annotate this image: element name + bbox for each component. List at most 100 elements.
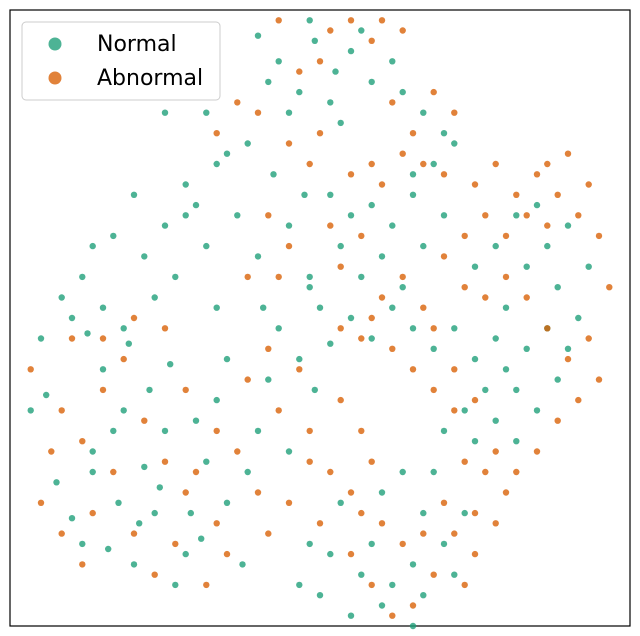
scatter-point-normal [502, 366, 510, 373]
scatter-point-normal [585, 263, 592, 270]
scatter-point-normal [492, 417, 499, 424]
scatter-point-abnormal [58, 407, 65, 414]
scatter-point-abnormal [99, 386, 107, 394]
scatter-point-normal [275, 58, 282, 65]
scatter-point-normal [192, 201, 200, 209]
scatter-point-normal [399, 284, 406, 291]
scatter-point-abnormal [399, 273, 406, 281]
scatter-point-normal [327, 340, 334, 347]
scatter-point-abnormal [440, 171, 448, 178]
scatter-point-abnormal [337, 396, 344, 404]
scatter-point-normal [68, 515, 76, 522]
scatter-point-abnormal [595, 232, 603, 240]
scatter-point-abnormal [203, 581, 210, 589]
scatter-point-abnormal [492, 448, 499, 455]
scatter-point-abnormal [223, 550, 231, 558]
scatter-point-normal [265, 78, 272, 86]
scatter-point-abnormal [275, 273, 282, 281]
scatter-point-normal [451, 571, 458, 578]
scatter-point-abnormal [513, 191, 520, 198]
scatter-point-normal [554, 376, 561, 383]
scatter-point-normal [182, 181, 189, 188]
scatter-point-abnormal [554, 191, 561, 198]
scatter-point-normal [254, 427, 262, 435]
scatter-point-abnormal [430, 571, 437, 578]
scatter-point-abnormal [564, 150, 572, 157]
scatter-point-abnormal [254, 109, 262, 116]
scatter-point-normal [161, 222, 169, 229]
scatter-point-abnormal [440, 499, 448, 506]
scatter-point-abnormal [368, 37, 375, 44]
scatter-point-normal [327, 191, 334, 198]
scatter-point-abnormal [461, 232, 468, 240]
scatter-point-normal [146, 386, 153, 394]
scatter-point-normal [37, 335, 45, 342]
scatter-point-abnormal [296, 68, 303, 75]
scatter-point-abnormal [234, 99, 241, 106]
scatter-point-abnormal [358, 232, 365, 240]
scatter-point-abnormal [285, 499, 293, 506]
scatter-point-normal [409, 561, 417, 568]
scatter-point-abnormal [471, 509, 479, 517]
scatter-point-abnormal [461, 581, 468, 589]
scatter-point-abnormal [327, 468, 334, 476]
scatter-point-normal [296, 355, 303, 363]
scatter-point-normal [213, 396, 220, 404]
scatter-point-abnormal [213, 427, 220, 435]
scatter-point-abnormal [502, 232, 510, 240]
scatter-point-normal [182, 212, 189, 219]
scatter-point-normal [234, 212, 241, 219]
legend-box [21, 21, 221, 101]
scatter-point-abnormal [120, 355, 127, 363]
scatter-point-normal [347, 47, 355, 55]
scatter-point-normal [203, 458, 210, 465]
scatter-point-abnormal [492, 520, 499, 527]
scatter-point-abnormal [471, 396, 479, 404]
scatter-point-normal [130, 561, 138, 568]
scatter-point-abnormal [523, 294, 530, 301]
scatter-point-abnormal [37, 499, 45, 506]
scatter-point-normal [389, 58, 396, 65]
scatter-point-normal [316, 304, 324, 311]
scatter-point-abnormal [502, 273, 510, 281]
scatter-point-normal [544, 242, 551, 250]
scatter-point-abnormal [430, 325, 437, 332]
scatter-point-normal [167, 361, 174, 368]
scatter-point-normal [120, 325, 127, 332]
scatter-point-abnormal [606, 284, 613, 291]
scatter-point-abnormal [285, 242, 293, 250]
scatter-point-normal [492, 335, 499, 342]
scatter-point-normal [203, 109, 210, 116]
scatter-point-normal [420, 109, 427, 116]
scatter-point-normal [451, 140, 458, 147]
series-abnormal [27, 17, 613, 619]
scatter-point-normal [461, 509, 468, 517]
scatter-point-normal [110, 232, 117, 240]
scatter-point-abnormal [296, 366, 303, 373]
scatter-point-abnormal [316, 130, 324, 137]
points-layer [27, 17, 613, 630]
scatter-point-normal [430, 345, 437, 352]
scatter-point-abnormal [378, 520, 386, 527]
scatter-point-normal [120, 407, 127, 414]
scatter-point-abnormal [420, 304, 427, 311]
scatter-point-normal [156, 484, 163, 491]
legend: Normal Abnormal [21, 21, 221, 101]
scatter-point-abnormal [451, 366, 458, 373]
scatter-point-normal [409, 171, 417, 178]
scatter-point-normal [270, 171, 277, 178]
scatter-point-normal [533, 407, 541, 414]
scatter-point-abnormal [265, 345, 272, 352]
scatter-point-abnormal [471, 181, 479, 188]
scatter-point-normal [306, 273, 313, 281]
scatter-point-abnormal [347, 489, 355, 496]
scatter-point-normal [440, 427, 448, 435]
scatter-point-normal [311, 386, 318, 394]
scatter-point-normal [151, 294, 158, 301]
scatter-point-abnormal [58, 530, 65, 537]
scatter-point-abnormal [389, 612, 396, 619]
scatter-point-normal [430, 160, 437, 168]
scatter-point-normal [99, 304, 107, 311]
scatter-point-normal [575, 314, 582, 322]
scatter-point-normal [275, 325, 282, 332]
